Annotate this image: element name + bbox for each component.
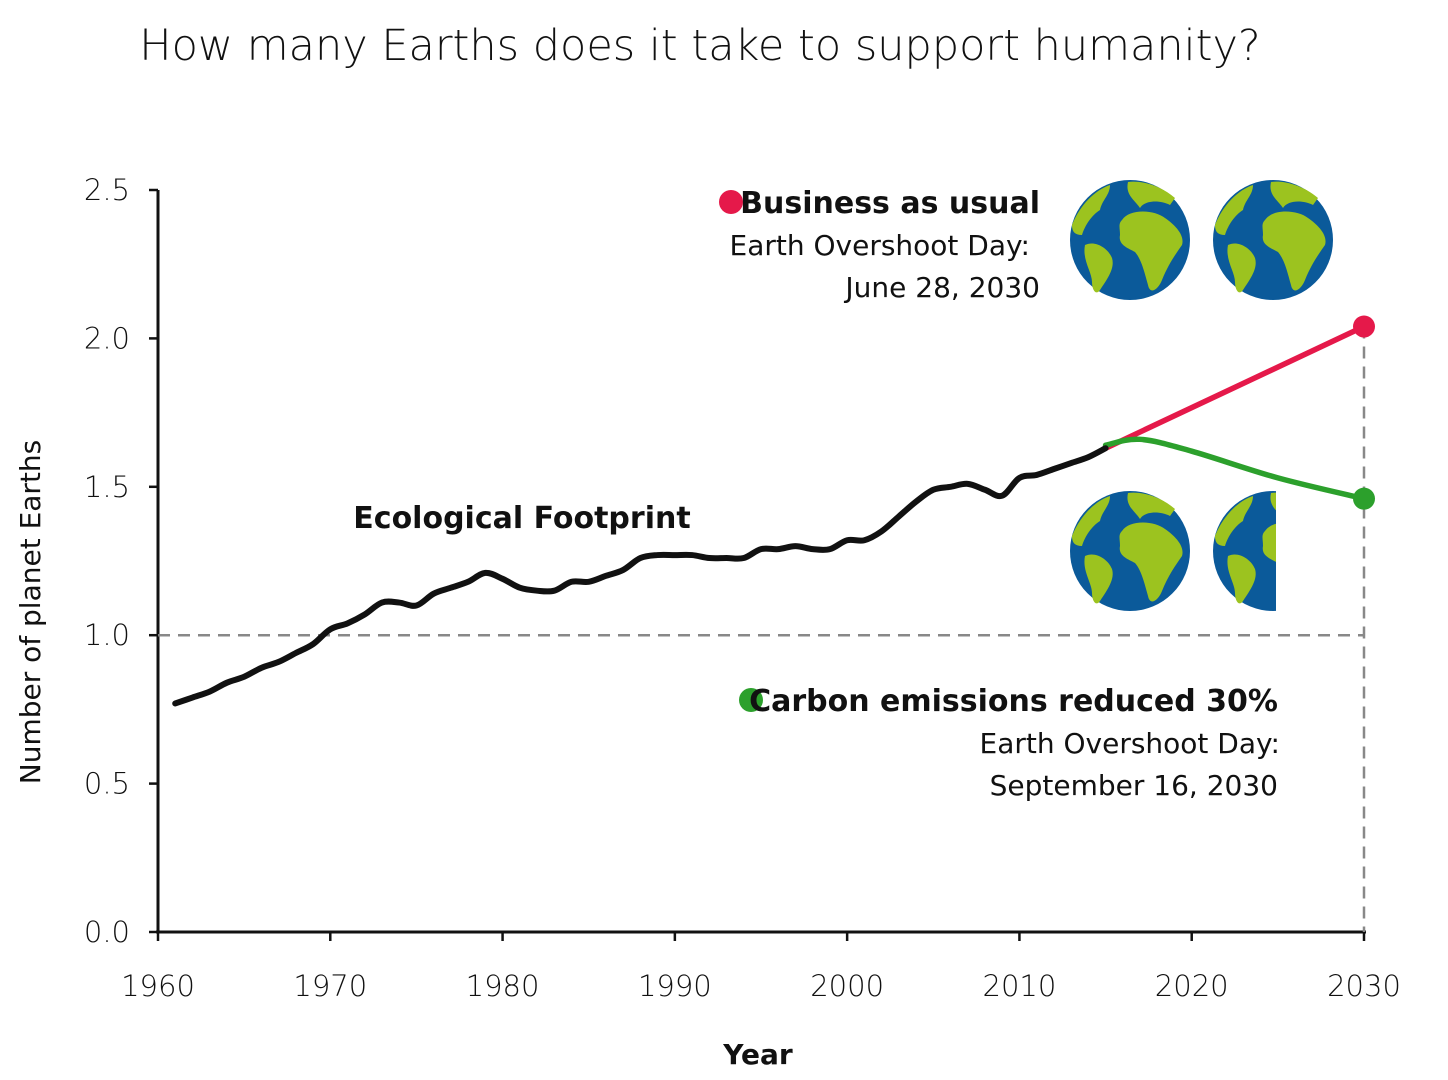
chart-title: How many Earths does it take to support …	[139, 21, 1260, 71]
y-tick-label: 1.5	[84, 470, 130, 504]
x-tick-label: 2010	[983, 969, 1057, 1003]
x-tick-label: 1970	[293, 969, 367, 1003]
business-as-usual-endpoint	[1353, 315, 1375, 338]
earth-half-globe-icon	[1213, 491, 1276, 611]
axes	[156, 190, 1366, 934]
reduced-line2: September 16, 2030	[990, 769, 1278, 802]
footprint-label: Ecological Footprint	[353, 501, 690, 536]
y-tick-label: 0.5	[84, 767, 130, 801]
y-tick-label: 2.0	[84, 321, 130, 355]
earth-globe-icon	[1213, 180, 1333, 300]
bau-line1: Earth Overshoot Day:	[730, 229, 1031, 262]
x-tick-label: 1980	[466, 969, 540, 1003]
bau-title: Business as usual	[740, 186, 1040, 221]
x-axis-label: Year	[722, 1038, 793, 1071]
reduced-line1: Earth Overshoot Day:	[980, 727, 1281, 760]
carbon-reduced-endpoint	[1353, 487, 1375, 510]
x-tick-label: 1960	[121, 969, 195, 1003]
reduced-legend-dot	[739, 688, 763, 712]
ecological-footprint-line	[172, 445, 1109, 707]
carbon-reduced-line	[1102, 436, 1367, 502]
earth-globe-icon	[1070, 491, 1190, 611]
x-tick-label: 2000	[810, 969, 884, 1003]
y-ticks: 0.0 0.5 1.0 1.5 2.0 2.5	[84, 173, 158, 949]
earth-globe-icon	[1070, 180, 1190, 300]
y-axis-label: Number of planet Earths	[14, 440, 47, 785]
y-tick-label: 1.0	[84, 618, 130, 652]
x-tick-label: 2020	[1155, 969, 1229, 1003]
x-tick-label: 2030	[1327, 969, 1401, 1003]
bau-legend-dot	[719, 190, 743, 214]
y-tick-label: 2.5	[84, 173, 130, 207]
x-tick-label: 1990	[638, 969, 712, 1003]
series-group	[172, 315, 1375, 707]
x-ticks: 1960 1970 1980 1990 2000 2010 2020 2030	[121, 932, 1401, 1003]
business-as-usual-line	[1102, 323, 1367, 451]
y-tick-label: 0.0	[84, 915, 130, 949]
bau-line2: June 28, 2030	[843, 271, 1040, 304]
reduced-title: Carbon emissions reduced 30%	[749, 684, 1278, 719]
